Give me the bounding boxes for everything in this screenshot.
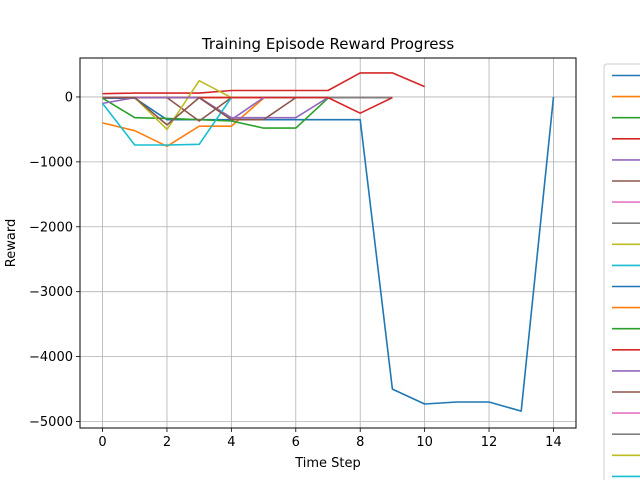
x-tick-label: 0 (98, 435, 106, 450)
series-line-16 (102, 96, 297, 126)
chart-title: Training Episode Reward Progress (201, 35, 454, 53)
x-tick-label: 4 (227, 435, 235, 450)
series-line-4 (102, 72, 425, 95)
series-line-1 (102, 96, 555, 412)
x-tick-label: 2 (163, 435, 171, 450)
y-tick-label: −4000 (29, 350, 73, 365)
x-axis-label: Time Step (294, 456, 361, 471)
legend (603, 63, 640, 480)
y-tick-label: −3000 (29, 285, 73, 300)
series-line-10 (101, 97, 233, 146)
x-tick-label: 6 (292, 435, 300, 450)
legend-box (603, 63, 640, 480)
y-tick-label: −1000 (29, 155, 73, 170)
x-axis: 0 2 4 6 8 10 12 14 (98, 428, 562, 450)
plot-frame (79, 57, 577, 429)
x-tick-label: 12 (481, 435, 498, 450)
series-line-3 (102, 97, 329, 129)
grid (80, 58, 576, 428)
x-tick-label: 14 (545, 435, 562, 450)
series-layer (101, 72, 555, 412)
x-tick-label: 8 (356, 435, 364, 450)
y-tick-label: −2000 (29, 220, 73, 235)
x-tick-label: 10 (416, 435, 433, 450)
y-tick-label: 0 (65, 90, 73, 105)
y-axis-label: Reward (4, 219, 19, 267)
y-axis: 0 −1000 −2000 −3000 −4000 −5000 (29, 90, 80, 430)
y-tick-label: −5000 (29, 415, 73, 430)
